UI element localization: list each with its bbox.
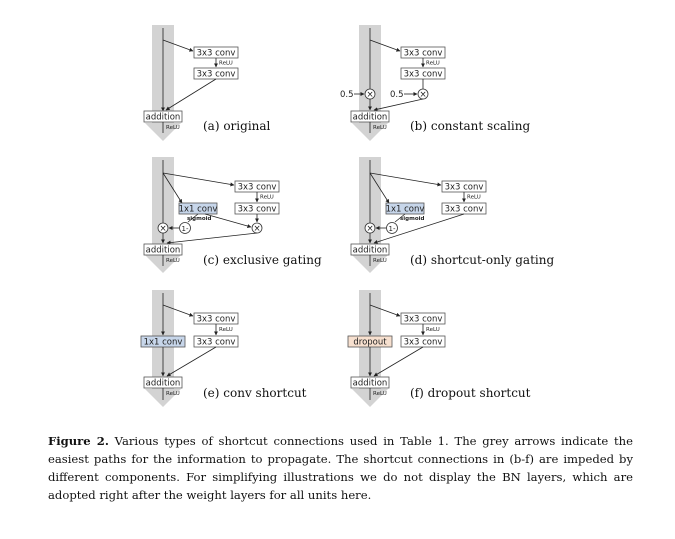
diagram-caption: (b) constant scaling — [410, 119, 530, 133]
diagram-caption: (f) dropout shortcut — [410, 386, 531, 400]
diagram-f-dropout-shortcut: 3x3 conv ReLU dropout 3x3 conv addition … — [347, 290, 531, 407]
conv3x3-label: 3x3 conv — [445, 183, 484, 193]
relu-label: ReLU — [260, 195, 274, 201]
figure-caption-text: Various types of shortcut connections us… — [48, 434, 633, 502]
relu-label: ReLU — [467, 195, 481, 201]
relu-label: ReLU — [219, 327, 233, 333]
diagram-a-original: 3x3 conv ReLU 3x3 conv addition ReLU (a)… — [143, 25, 271, 141]
dropout-label: dropout — [353, 338, 387, 348]
addition-label: addition — [146, 113, 181, 123]
diagram-caption: (e) conv shortcut — [203, 386, 307, 400]
diagram-c-exclusive-gating: 1x1 conv sigmoid 3x3 conv ReLU 3x3 conv … — [143, 157, 322, 273]
conv3x3-label: 3x3 conv — [238, 183, 277, 193]
conv3x3-label: 3x3 conv — [197, 70, 236, 80]
relu-label: ReLU — [426, 61, 440, 67]
conv3x3-label: 3x3 conv — [445, 205, 484, 215]
scale-label: 0.5 — [340, 90, 354, 100]
addition-label: addition — [146, 379, 181, 389]
svg-text:×: × — [366, 90, 373, 100]
relu-label: ReLU — [373, 125, 387, 131]
one-minus-node — [179, 222, 191, 234]
addition-label: addition — [353, 113, 388, 123]
conv3x3-label: 3x3 conv — [404, 338, 443, 348]
conv1x1-label: 1x1 conv — [386, 205, 425, 215]
conv3x3-label: 3x3 conv — [404, 70, 443, 80]
relu-label: ReLU — [219, 61, 233, 67]
diagram-e-conv-shortcut: 3x3 conv ReLU 1x1 conv 3x3 conv addition… — [140, 290, 307, 407]
diagram-caption: (c) exclusive gating — [203, 253, 322, 267]
svg-text:×: × — [366, 224, 373, 234]
relu-label: ReLU — [166, 258, 180, 264]
diagram-caption: (a) original — [203, 119, 271, 133]
figure-label: Figure 2. — [48, 434, 109, 448]
svg-text:1-: 1- — [182, 225, 189, 233]
relu-label: ReLU — [373, 391, 387, 397]
diagram-d-shortcut-only-gating: 1x1 conv sigmoid 3x3 conv ReLU 3x3 conv … — [350, 157, 554, 273]
scale-label: 0.5 — [390, 90, 404, 100]
svg-text:×: × — [419, 90, 426, 100]
addition-label: addition — [146, 246, 181, 256]
diagram-caption: (d) shortcut-only gating — [410, 253, 554, 267]
one-minus-node — [386, 222, 398, 234]
addition-label: addition — [353, 246, 388, 256]
conv3x3-label: 3x3 conv — [404, 315, 443, 325]
conv1x1-label: 1x1 conv — [144, 338, 183, 348]
conv1x1-label: 1x1 conv — [179, 205, 218, 215]
sigmoid-label: sigmoid — [187, 216, 211, 222]
diagram-b-constant-scaling: 3x3 conv ReLU 3x3 conv × × 0.5 0.5 addit… — [340, 25, 530, 141]
conv3x3-label: 3x3 conv — [197, 338, 236, 348]
relu-label: ReLU — [166, 125, 180, 131]
relu-label: ReLU — [373, 258, 387, 264]
svg-text:×: × — [159, 224, 166, 234]
svg-text:1-: 1- — [389, 225, 396, 233]
relu-label: ReLU — [426, 327, 440, 333]
relu-label: ReLU — [166, 391, 180, 397]
conv3x3-label: 3x3 conv — [197, 49, 236, 59]
sigmoid-label: sigmoid — [400, 216, 424, 222]
conv3x3-label: 3x3 conv — [404, 49, 443, 59]
conv3x3-label: 3x3 conv — [238, 205, 277, 215]
svg-text:×: × — [253, 224, 260, 234]
addition-label: addition — [353, 379, 388, 389]
conv3x3-label: 3x3 conv — [197, 315, 236, 325]
figure-caption: Figure 2. Various types of shortcut conn… — [48, 432, 633, 504]
